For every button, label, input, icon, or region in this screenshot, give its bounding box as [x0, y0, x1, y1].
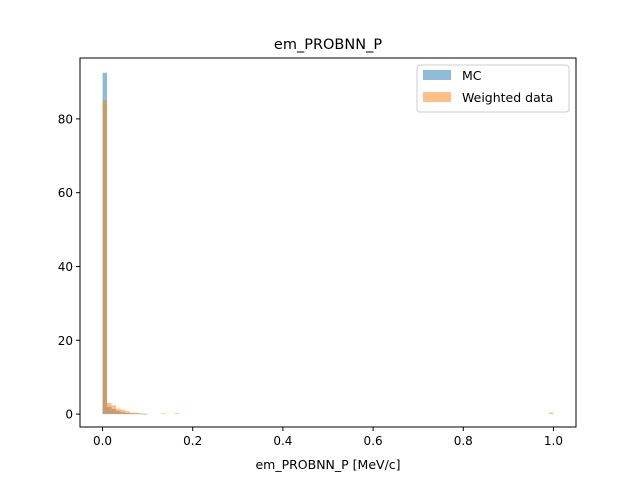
bar-weighted-data-10	[161, 413, 166, 415]
plot-frame	[79, 57, 577, 428]
bar-weighted-data-6	[129, 412, 135, 415]
bar-weighted-data-4	[120, 409, 126, 415]
legend-swatch-weighted-data	[423, 92, 451, 102]
bar-weighted-data-3	[116, 408, 121, 415]
bar-weighted-data-2	[111, 405, 117, 415]
bar-weighted-data-5	[125, 411, 130, 415]
chart-title: em_PROBNN_P	[274, 37, 382, 53]
x-axis-ticks: 0.0 0.2 0.4 0.6 0.8 1.0	[93, 427, 563, 448]
x-tick-label: 1.0	[544, 434, 563, 448]
y-tick-label: 20	[58, 334, 73, 348]
x-tick-label: 0.4	[273, 434, 292, 448]
bar-weighted-data-8	[138, 413, 144, 415]
legend-label-weighted-data: Weighted data	[462, 90, 553, 105]
bar-weighted-data-12	[548, 412, 554, 415]
y-tick-label: 60	[58, 186, 73, 200]
bar-weighted-data-9	[143, 413, 148, 415]
x-tick-label: 0.2	[183, 434, 202, 448]
bar-weighted-data-0	[102, 100, 108, 415]
legend: MC Weighted data	[416, 64, 570, 113]
y-axis-ticks: 0 20 40 60 80	[58, 112, 80, 422]
y-tick-label: 80	[58, 112, 73, 126]
legend-box	[416, 64, 570, 113]
x-tick-label: 0.6	[364, 434, 383, 448]
bar-weighted-data-7	[134, 412, 139, 415]
x-tick-label: 0.8	[454, 434, 473, 448]
bar-weighted-data-11	[174, 413, 180, 415]
x-axis-label: em_PROBNN_P [MeV/c]	[255, 457, 400, 472]
y-tick-label: 40	[58, 260, 73, 274]
legend-label-mc: MC	[462, 68, 482, 83]
legend-swatch-mc	[423, 70, 451, 80]
histogram-bars	[102, 72, 554, 415]
bar-weighted-data-1	[107, 403, 112, 415]
y-tick-label: 0	[65, 408, 73, 422]
x-tick-label: 0.0	[93, 434, 112, 448]
